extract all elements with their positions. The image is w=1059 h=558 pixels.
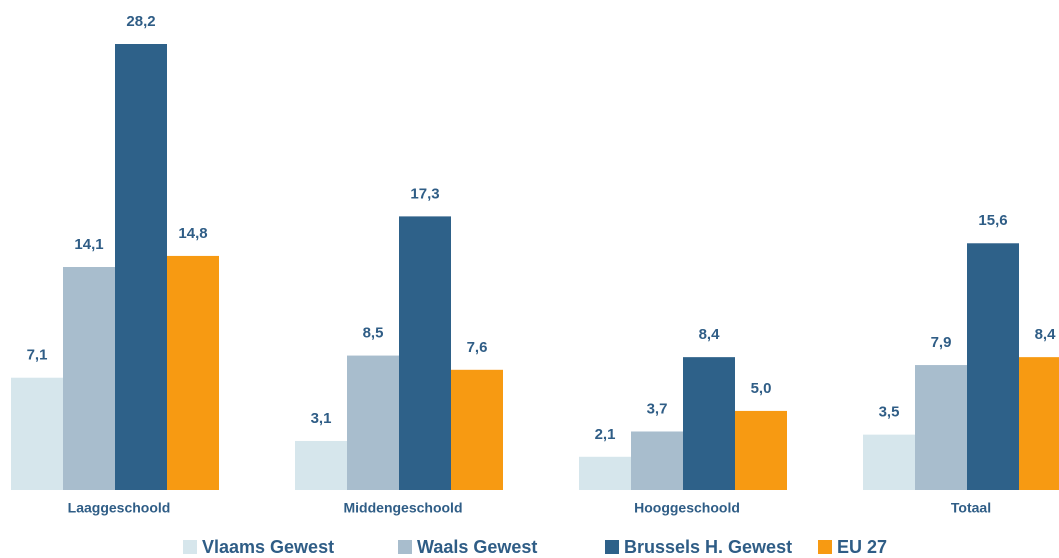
bar xyxy=(295,440,347,490)
bar xyxy=(451,369,503,490)
x-tick-label: Totaal xyxy=(951,500,991,516)
data-label: 5,0 xyxy=(751,380,772,397)
legend-label: EU 27 xyxy=(837,537,887,557)
x-tick-label: Hooggeschoold xyxy=(634,500,740,516)
legend-label: Waals Gewest xyxy=(417,537,537,557)
bar xyxy=(735,410,787,490)
bar xyxy=(631,431,683,490)
bar xyxy=(579,456,631,490)
legend-swatch xyxy=(605,540,619,554)
bar xyxy=(967,243,1019,490)
data-label: 2,1 xyxy=(595,426,616,443)
data-label: 8,5 xyxy=(363,325,384,342)
data-label: 3,1 xyxy=(311,410,332,427)
data-label: 14,1 xyxy=(74,236,103,253)
legend-swatch xyxy=(818,540,832,554)
data-label: 8,4 xyxy=(699,326,721,343)
data-label: 17,3 xyxy=(410,185,439,202)
legend-label: Brussels H. Gewest xyxy=(624,537,792,557)
bar xyxy=(167,255,219,490)
bar xyxy=(399,216,451,490)
data-label: 14,8 xyxy=(178,225,207,242)
bar xyxy=(915,365,967,490)
data-label: 7,9 xyxy=(931,334,952,351)
legend-swatch xyxy=(398,540,412,554)
bar xyxy=(63,267,115,490)
legend-swatch xyxy=(183,540,197,554)
x-tick-label: Laaggeschoold xyxy=(68,500,171,516)
data-label: 8,4 xyxy=(1035,326,1057,343)
data-label: 3,7 xyxy=(647,400,668,417)
bar xyxy=(11,377,63,490)
data-label: 7,1 xyxy=(27,347,48,364)
data-label: 15,6 xyxy=(978,212,1007,229)
bar xyxy=(347,355,399,490)
bar xyxy=(683,357,735,490)
x-tick-label: Middengeschoold xyxy=(344,500,463,516)
data-label: 28,2 xyxy=(126,13,155,30)
bar xyxy=(1019,357,1059,490)
bar xyxy=(115,44,167,490)
legend-label: Vlaams Gewest xyxy=(202,537,334,557)
bar xyxy=(863,434,915,490)
data-label: 7,6 xyxy=(467,339,488,356)
data-label: 3,5 xyxy=(879,404,900,421)
